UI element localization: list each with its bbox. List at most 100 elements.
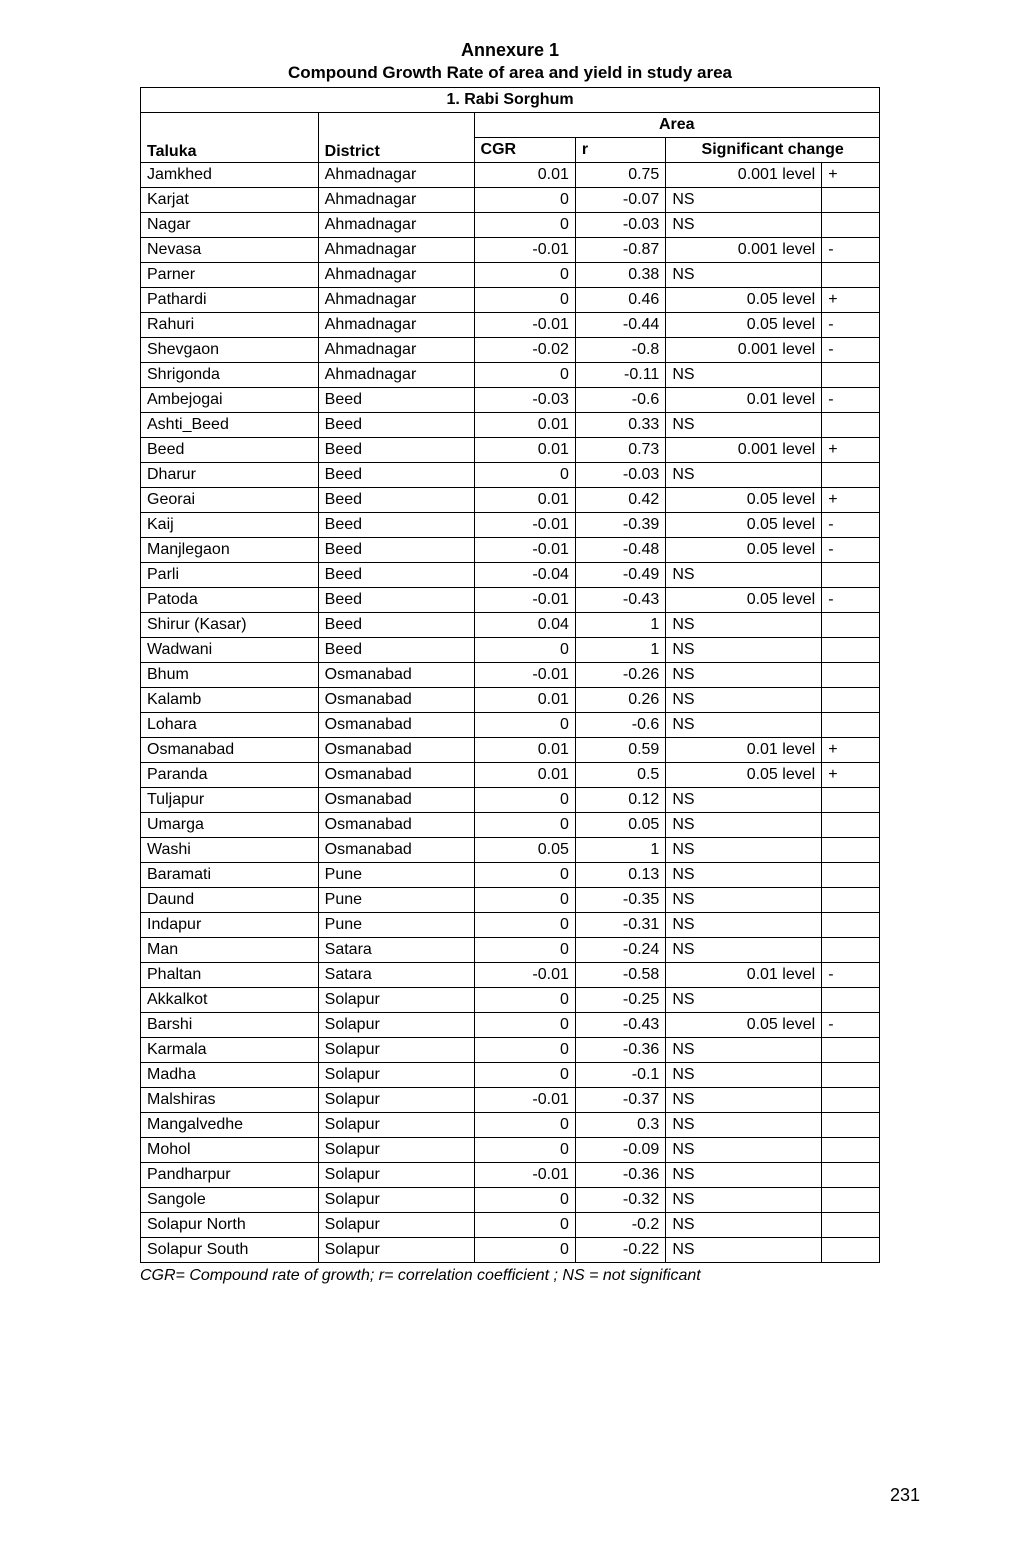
cell-sign: - — [822, 588, 880, 613]
cell-cgr: 0 — [474, 463, 575, 488]
cell-taluka: Shrigonda — [141, 363, 319, 388]
cell-cgr: 0 — [474, 1138, 575, 1163]
cell-sign — [822, 788, 880, 813]
cell-cgr: -0.01 — [474, 963, 575, 988]
cell-r: -0.39 — [575, 513, 665, 538]
cell-taluka: Solapur North — [141, 1213, 319, 1238]
cell-r: -0.8 — [575, 338, 665, 363]
cell-sig: 0.001 level — [666, 163, 822, 188]
table-row: NagarAhmadnagar0-0.03NS — [141, 213, 880, 238]
table-row: JamkhedAhmadnagar0.010.750.001 level+ — [141, 163, 880, 188]
cell-sig: 0.05 level — [666, 488, 822, 513]
cell-sign: + — [822, 488, 880, 513]
col-r-header: r — [575, 138, 665, 163]
footnote: CGR= Compound rate of growth; r= correla… — [140, 1267, 880, 1285]
cell-sig: NS — [666, 663, 822, 688]
table-row: KaijBeed-0.01-0.390.05 level- — [141, 513, 880, 538]
cell-cgr: 0.01 — [474, 438, 575, 463]
cell-sign — [822, 913, 880, 938]
cell-sign — [822, 888, 880, 913]
cell-sig: NS — [666, 638, 822, 663]
cell-taluka: Kalamb — [141, 688, 319, 713]
cell-sign: - — [822, 338, 880, 363]
cell-cgr: 0 — [474, 913, 575, 938]
cell-taluka: Ashti_Beed — [141, 413, 319, 438]
table-row: MangalvedheSolapur00.3NS — [141, 1113, 880, 1138]
cell-district: Ahmadnagar — [318, 313, 474, 338]
cell-cgr: 0 — [474, 713, 575, 738]
section-header: 1. Rabi Sorghum — [141, 88, 880, 113]
cell-cgr: 0 — [474, 788, 575, 813]
cell-sign: - — [822, 238, 880, 263]
cell-cgr: 0 — [474, 288, 575, 313]
cell-sig: NS — [666, 1038, 822, 1063]
cell-r: -0.43 — [575, 1013, 665, 1038]
cell-sig: NS — [666, 1163, 822, 1188]
table-row: ManjlegaonBeed-0.01-0.480.05 level- — [141, 538, 880, 563]
cell-cgr: -0.02 — [474, 338, 575, 363]
cell-sig: NS — [666, 863, 822, 888]
cell-district: Osmanabad — [318, 788, 474, 813]
cell-sign: - — [822, 1013, 880, 1038]
cell-cgr: -0.01 — [474, 513, 575, 538]
cell-cgr: 0 — [474, 888, 575, 913]
table-row: ParnerAhmadnagar00.38NS — [141, 263, 880, 288]
table-row: Shirur (Kasar)Beed0.041NS — [141, 613, 880, 638]
table-row: IndapurPune0-0.31NS — [141, 913, 880, 938]
cell-sig: 0.001 level — [666, 238, 822, 263]
cell-r: 0.42 — [575, 488, 665, 513]
cell-sig: NS — [666, 1113, 822, 1138]
cell-taluka: Osmanabad — [141, 738, 319, 763]
cell-cgr: 0.01 — [474, 488, 575, 513]
col-taluka-header: Taluka — [147, 143, 197, 160]
cell-district: Solapur — [318, 1063, 474, 1088]
cell-sig: NS — [666, 888, 822, 913]
cell-taluka: Madha — [141, 1063, 319, 1088]
cell-sign — [822, 1188, 880, 1213]
table-row: PathardiAhmadnagar00.460.05 level+ — [141, 288, 880, 313]
cell-taluka: Malshiras — [141, 1088, 319, 1113]
annexure-subtitle: Compound Growth Rate of area and yield i… — [60, 63, 960, 83]
cell-district: Osmanabad — [318, 738, 474, 763]
cell-sign — [822, 463, 880, 488]
cell-r: -0.09 — [575, 1138, 665, 1163]
cell-r: -0.26 — [575, 663, 665, 688]
cell-r: 0.46 — [575, 288, 665, 313]
table-row: OsmanabadOsmanabad0.010.590.01 level+ — [141, 738, 880, 763]
table-row: Ashti_BeedBeed0.010.33NS — [141, 413, 880, 438]
table-row: BarshiSolapur0-0.430.05 level- — [141, 1013, 880, 1038]
cell-cgr: 0 — [474, 263, 575, 288]
cell-district: Ahmadnagar — [318, 238, 474, 263]
cell-sign: + — [822, 163, 880, 188]
cell-sig: NS — [666, 813, 822, 838]
cell-cgr: 0 — [474, 938, 575, 963]
cell-taluka: Mohol — [141, 1138, 319, 1163]
cell-sig: 0.05 level — [666, 288, 822, 313]
title-block: Annexure 1 Compound Growth Rate of area … — [60, 40, 960, 83]
cell-taluka: Bhum — [141, 663, 319, 688]
cell-sig: NS — [666, 413, 822, 438]
cell-taluka: Phaltan — [141, 963, 319, 988]
cell-r: -0.48 — [575, 538, 665, 563]
cell-cgr: 0 — [474, 638, 575, 663]
cell-sign — [822, 1063, 880, 1088]
cell-r: -0.2 — [575, 1213, 665, 1238]
cell-cgr: 0 — [474, 813, 575, 838]
cell-sign — [822, 1038, 880, 1063]
col-sig-header: Significant change — [666, 138, 880, 163]
cell-r: 0.12 — [575, 788, 665, 813]
cell-r: -0.22 — [575, 1238, 665, 1263]
cell-district: Osmanabad — [318, 838, 474, 863]
cell-district: Solapur — [318, 1088, 474, 1113]
cell-sign: - — [822, 313, 880, 338]
cell-sign: + — [822, 438, 880, 463]
cell-sign: - — [822, 963, 880, 988]
cell-district: Satara — [318, 963, 474, 988]
cell-sign — [822, 413, 880, 438]
cell-cgr: 0 — [474, 1213, 575, 1238]
cell-taluka: Lohara — [141, 713, 319, 738]
cell-sig: NS — [666, 913, 822, 938]
cell-sig: NS — [666, 988, 822, 1013]
table-row: PhaltanSatara-0.01-0.580.01 level- — [141, 963, 880, 988]
table-row: ShrigondaAhmadnagar0-0.11NS — [141, 363, 880, 388]
